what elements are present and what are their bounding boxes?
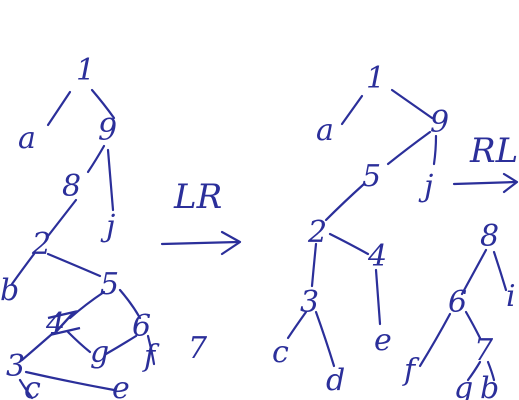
right-node-8: 8: [480, 219, 499, 254]
left-node-g: g: [90, 335, 109, 370]
edge-9-j: [432, 134, 438, 166]
edge-2-3: [310, 242, 318, 288]
edge-6-f: [146, 334, 156, 366]
left-node-f: f: [142, 339, 160, 374]
edge-6-7: [464, 310, 482, 340]
edge-3-e: [24, 370, 116, 392]
right-node-f: f: [402, 353, 420, 388]
left-node-2: 2: [31, 227, 51, 262]
edge-8-2: [46, 198, 78, 238]
middle-node-e: e: [374, 323, 392, 358]
edge-4-e: [374, 268, 382, 326]
edge-4-3: [20, 332, 54, 362]
rl-arrow-shaft: [452, 180, 518, 186]
left-node-3: 3: [6, 349, 25, 384]
left-tree: 1 a 9 8 j 2 b 5 4 6 g f 3 c e 7: [0, 53, 208, 400]
right-node-6: 6: [448, 285, 467, 320]
left-node-j: j: [100, 209, 115, 244]
edge-8-i: [492, 250, 508, 292]
edge-4-g: [66, 330, 92, 354]
middle-node-c: c: [272, 335, 289, 370]
lr-arrow-shaft: [160, 240, 240, 246]
edge-5-6: [118, 288, 142, 320]
middle-node-9: 9: [430, 105, 449, 140]
edge-9-8: [86, 144, 106, 174]
edge-1-9: [390, 88, 434, 120]
right-node-i: i: [506, 279, 516, 314]
edge-5-4: [68, 290, 106, 320]
middle-node-2: 2: [307, 215, 327, 250]
left-node-8: 8: [62, 169, 81, 204]
edge-8-6: [460, 248, 488, 296]
left-side-label-7: 7: [188, 331, 208, 366]
edge-3-d: [314, 310, 336, 368]
right-node-g: g: [454, 371, 473, 400]
edge-2-4: [328, 232, 370, 256]
middle-node-1: 1: [366, 61, 385, 96]
left-node-4: 4: [45, 307, 65, 342]
middle-node-j: j: [418, 169, 433, 204]
edge-1-a: [46, 90, 72, 127]
rl-label: RL: [469, 131, 518, 171]
middle-node-a: a: [316, 113, 334, 148]
left-node-c: c: [24, 371, 41, 400]
rl-arrow-head: [502, 172, 519, 194]
middle-node-4: 4: [367, 239, 387, 274]
middle-tree: 1 a 9 5 j 2 4 3 c e d: [272, 61, 449, 398]
edge-6-g: [104, 334, 138, 356]
middle-node-d: d: [326, 363, 345, 398]
lr-arrow: LR: [160, 177, 242, 256]
right-tree: 8 i 6 f 7 g b: [402, 219, 516, 400]
left-node-e: e: [112, 371, 130, 400]
left-node-b: b: [0, 273, 19, 308]
left-node-5: 5: [100, 267, 119, 302]
left-node-9: 9: [98, 113, 117, 148]
rl-arrow: RL: [452, 131, 519, 194]
edge-2-b: [10, 252, 36, 286]
edge-7-g: [466, 360, 482, 382]
edge-9-j: [106, 148, 115, 212]
lr-label: LR: [173, 177, 222, 217]
edge-1-a: [340, 94, 364, 126]
edge-3-c: [286, 310, 308, 340]
middle-node-3: 3: [300, 285, 319, 320]
scribble-mark: [47, 309, 81, 337]
edge-3-c: [18, 378, 34, 400]
edge-2-5: [46, 252, 102, 278]
right-node-b: b: [480, 371, 499, 400]
lr-arrow-head: [220, 230, 242, 256]
left-node-1: 1: [76, 53, 95, 88]
left-node-a: a: [18, 121, 36, 156]
edge-6-f: [418, 312, 452, 368]
edge-1-9: [90, 88, 116, 120]
right-node-7: 7: [474, 333, 494, 368]
left-node-6: 6: [132, 309, 151, 344]
edge-5-2: [324, 182, 366, 222]
edge-9-5: [386, 130, 432, 166]
edge-7-b: [486, 360, 496, 382]
middle-node-5: 5: [362, 159, 381, 194]
